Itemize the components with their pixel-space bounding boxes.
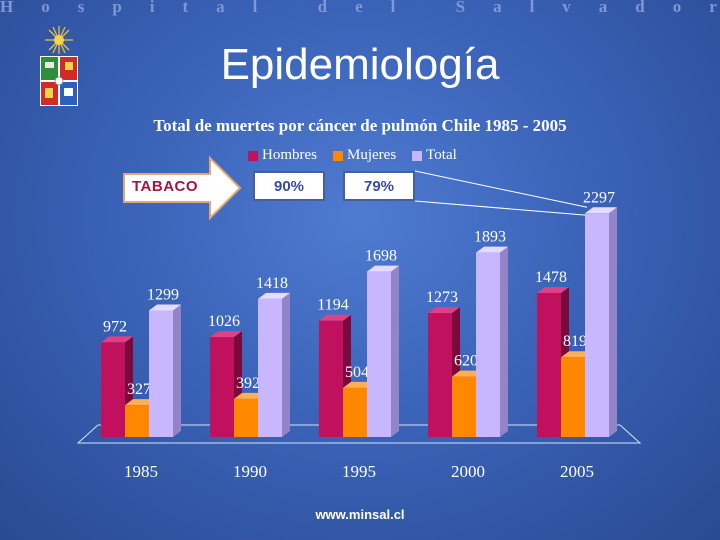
legend-item-total: Total [412, 147, 457, 164]
x-tick-label-2005: 2005 [560, 462, 594, 481]
data-label-hombres-1995: 1194 [317, 297, 348, 314]
bar-top-total-1985 [149, 304, 181, 311]
bar-side-total-1990 [282, 292, 290, 437]
bar-top-total-1995 [367, 265, 399, 272]
x-tick-label-1985: 1985 [124, 462, 158, 481]
legend-label-mujeres: Mujeres [347, 147, 397, 163]
legend-swatch-total [412, 150, 423, 161]
bar-total-1995 [367, 271, 391, 437]
data-label-mujeres-1985: 327 [127, 381, 151, 398]
data-label-mujeres-1990: 392 [236, 375, 260, 392]
university-crest-icon [40, 26, 78, 106]
bar-hombres-1990 [210, 337, 234, 437]
bar-top-hombres-2005 [537, 287, 569, 294]
bar-mujeres-1995 [343, 387, 367, 437]
percent-box-1: 90% [253, 171, 325, 201]
legend-label-total: Total [426, 147, 457, 163]
page-title: Epidemiología [220, 40, 500, 89]
data-label-total-1990: 1418 [256, 275, 288, 292]
data-label-hombres-2000: 1273 [426, 289, 458, 306]
bar-hombres-2005 [537, 293, 561, 437]
legend-swatch-mujeres [333, 150, 343, 161]
data-label-hombres-1990: 1026 [208, 313, 240, 330]
bar-side-total-2000 [500, 246, 508, 437]
legend-item-hombres: Hombres [248, 147, 317, 164]
chart-floor [76, 424, 642, 444]
bar-mujeres-2005 [561, 357, 585, 437]
legend-item-mujeres: Mujeres [333, 147, 396, 164]
chart-legend: Hombres Mujeres Total [248, 147, 457, 164]
bar-total-2000 [476, 252, 500, 437]
annotation-line-top [414, 170, 588, 208]
annotation-line-bottom [414, 200, 588, 216]
bar-mujeres-1985 [125, 405, 149, 437]
bar-top-total-1990 [258, 292, 290, 299]
bar-side-total-1995 [391, 265, 399, 437]
bar-total-1985 [149, 310, 173, 437]
data-label-total-1985: 1299 [147, 286, 179, 303]
bar-hombres-2000 [428, 313, 452, 437]
x-tick-label-2000: 2000 [451, 462, 485, 481]
bar-top-hombres-1990 [210, 331, 242, 338]
data-label-hombres-2005: 1478 [535, 269, 567, 286]
legend-label-hombres: Hombres [262, 147, 317, 163]
x-tick-label-1995: 1995 [342, 462, 376, 481]
bar-top-hombres-2000 [428, 307, 460, 314]
bar-top-total-2005 [585, 207, 617, 214]
bar-total-1990 [258, 298, 282, 437]
bar-hombres-1985 [101, 342, 125, 437]
data-label-total-2000: 1893 [474, 229, 506, 246]
arrow-shape [123, 155, 242, 221]
data-label-mujeres-1995: 504 [345, 364, 369, 381]
arrow-label: TABACO [132, 178, 199, 195]
data-label-total-1995: 1698 [365, 248, 397, 265]
bar-side-total-2005 [609, 207, 617, 437]
bar-hombres-1995 [319, 320, 343, 437]
percent-box-2: 79% [343, 171, 415, 201]
bar-mujeres-1990 [234, 398, 258, 437]
tabaco-arrow: TABACO [122, 155, 244, 221]
bar-top-hombres-1995 [319, 314, 351, 321]
x-tick-label-1990: 1990 [233, 462, 267, 481]
data-label-mujeres-2000: 620 [454, 353, 478, 370]
footer-url: www.minsal.cl [315, 507, 405, 522]
bar-top-hombres-1985 [101, 336, 133, 343]
bar-mujeres-2000 [452, 376, 476, 437]
chart-title: Total de muertes por cáncer de pulmón Ch… [153, 116, 567, 135]
data-label-mujeres-2005: 819 [563, 333, 587, 350]
bar-total-2005 [585, 213, 609, 437]
bar-side-total-1985 [173, 304, 181, 437]
legend-swatch-hombres [248, 150, 258, 161]
hospital-name: Hospital del Salvador [0, 0, 720, 16]
data-label-total-2005: 2297 [583, 189, 615, 206]
data-label-hombres-1985: 972 [103, 318, 127, 335]
bar-top-total-2000 [476, 246, 508, 253]
